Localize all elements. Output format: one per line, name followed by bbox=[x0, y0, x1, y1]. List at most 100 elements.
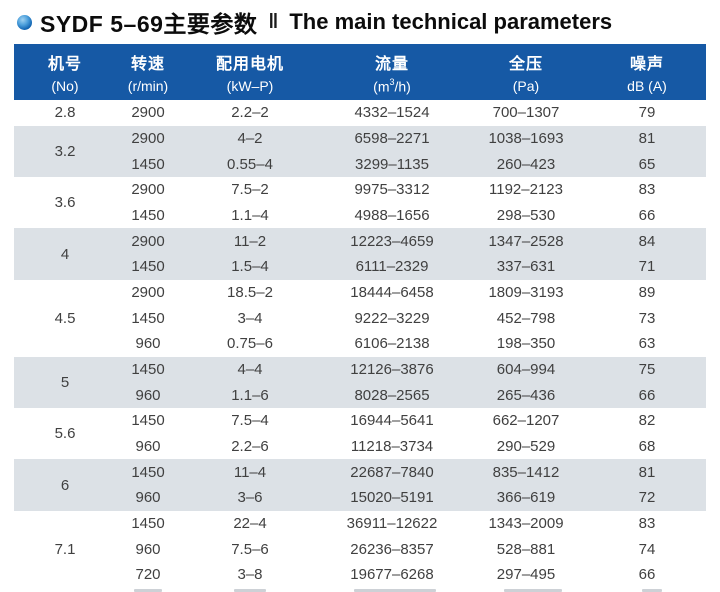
table-row: 960 3–6 15020–5191 366–619 72 bbox=[116, 485, 706, 511]
flow-cell: 6106–2138 bbox=[354, 335, 430, 353]
speed-cell: 960 bbox=[135, 335, 161, 353]
speed-cell: 2900 bbox=[131, 104, 165, 122]
motor-cell: 1.1–6 bbox=[231, 386, 269, 404]
clipped-next-row-fragment bbox=[14, 588, 706, 592]
speed-cell: 2900 bbox=[131, 130, 165, 147]
table-row: 2900 11–2 12223–4659 1347–2528 84 bbox=[116, 228, 706, 254]
flow-cell: 9975–3312 bbox=[354, 181, 430, 199]
motor-cell: 3–8 bbox=[237, 566, 263, 584]
table-row: 1450 1.5–4 6111–2329 337–631 71 bbox=[116, 254, 706, 280]
noise-cell: 66 bbox=[638, 386, 656, 404]
flow-cell: 9222–3229 bbox=[354, 309, 430, 327]
header-speed: 转速 (r/min) bbox=[127, 56, 169, 94]
pressure-cell: 290–529 bbox=[496, 438, 556, 456]
table-row: 960 2.2–6 11218–3734 290–529 68 bbox=[116, 434, 706, 460]
table-row: 1450 1.1–4 4988–1656 298–530 66 bbox=[116, 203, 706, 229]
motor-cell: 7.5–2 bbox=[231, 181, 269, 199]
flow-cell: 11218–3734 bbox=[350, 438, 434, 456]
noise-cell: 82 bbox=[638, 412, 656, 430]
flow-cell: 4332–1524 bbox=[354, 104, 430, 122]
noise-cell: 84 bbox=[638, 232, 656, 250]
table-row: 2900 7.5–2 9975–3312 1192–2123 83 bbox=[116, 177, 706, 203]
flow-cell: 8028–2565 bbox=[354, 386, 430, 404]
flow-cell: 12223–4659 bbox=[350, 232, 434, 250]
flow-cell: 36911–12622 bbox=[346, 515, 438, 533]
motor-cell: 11–4 bbox=[233, 463, 267, 481]
pressure-cell: 604–994 bbox=[496, 361, 556, 379]
speed-cell: 2900 bbox=[131, 284, 165, 302]
motor-cell: 1.5–4 bbox=[231, 258, 269, 276]
pressure-cell: 700–1307 bbox=[492, 104, 560, 122]
pressure-cell: 528–881 bbox=[496, 540, 556, 558]
noise-cell: 66 bbox=[638, 207, 656, 225]
pressure-cell: 297–495 bbox=[496, 566, 556, 584]
pressure-cell: 1343–2009 bbox=[488, 515, 564, 533]
flow-cell: 3299–1135 bbox=[355, 155, 429, 173]
motor-cell: 18.5–2 bbox=[227, 284, 273, 302]
motor-cell: 1.1–4 bbox=[231, 207, 269, 225]
table-row: 2900 2.2–2 4332–1524 700–1307 79 bbox=[116, 100, 706, 126]
model-no-cell: 6 bbox=[60, 476, 70, 494]
pressure-cell: 1192–2123 bbox=[489, 181, 563, 199]
table-group: 4 2900 11–2 12223–4659 1347–2528 84 1450 1.5–4 6… bbox=[14, 228, 706, 280]
speed-cell: 960 bbox=[135, 438, 161, 456]
noise-cell: 66 bbox=[638, 566, 656, 584]
noise-cell: 83 bbox=[638, 181, 656, 199]
speed-cell: 960 bbox=[135, 540, 161, 558]
parameters-table: 机号 (No) 转速 (r/min) 配用电机 (kW–P) 流量 (m3/h)… bbox=[14, 44, 706, 588]
model-no-cell: 4 bbox=[60, 245, 70, 263]
motor-cell: 7.5–6 bbox=[231, 540, 269, 558]
flow-cell: 4988–1656 bbox=[354, 207, 430, 225]
pressure-cell: 1809–3193 bbox=[488, 284, 564, 302]
table-group: 2.8 2900 2.2–2 4332–1524 700–1307 79 bbox=[14, 100, 706, 126]
table-row: 960 7.5–6 26236–8357 528–881 74 bbox=[116, 536, 706, 562]
header-motor: 配用电机 (kW–P) bbox=[215, 56, 284, 94]
speed-cell: 2900 bbox=[131, 232, 165, 250]
table-group: 4.5 2900 18.5–2 18444–6458 1809–3193 89 1450 3–… bbox=[14, 280, 706, 357]
title-divider: ‖ bbox=[268, 10, 279, 33]
motor-cell: 2.2–6 bbox=[231, 438, 269, 456]
speed-cell: 1450 bbox=[131, 361, 165, 379]
pressure-cell: 662–1207 bbox=[492, 412, 560, 430]
motor-cell: 22–4 bbox=[233, 515, 267, 533]
speed-cell: 1450 bbox=[131, 207, 165, 225]
speed-cell: 960 bbox=[135, 386, 161, 404]
model-no-cell: 5 bbox=[60, 373, 70, 391]
model-no-cell: 3.6 bbox=[54, 194, 76, 212]
motor-cell: 3–4 bbox=[237, 309, 263, 327]
motor-cell: 4–2 bbox=[237, 130, 263, 147]
table-row: 2900 4–2 6598–2271 1038–1693 81 bbox=[116, 126, 706, 152]
speed-cell: 2900 bbox=[131, 181, 165, 199]
flow-cell: 26236–8357 bbox=[350, 540, 434, 558]
noise-cell: 73 bbox=[638, 309, 656, 327]
motor-cell: 0.75–6 bbox=[227, 335, 273, 353]
table-row: 720 3–8 19677–6268 297–495 66 bbox=[116, 562, 706, 588]
pressure-cell: 452–798 bbox=[496, 309, 556, 327]
pressure-cell: 265–436 bbox=[496, 386, 556, 404]
model-no-cell: 4.5 bbox=[54, 309, 76, 327]
title-chinese: SYDF 5–69主要参数 bbox=[40, 11, 258, 37]
header-flow: 流量 (m3/h) bbox=[373, 55, 411, 95]
table-body: 2.8 2900 2.2–2 4332–1524 700–1307 79 3.2 2900 4–… bbox=[14, 100, 706, 588]
noise-cell: 72 bbox=[638, 489, 656, 507]
table-row: 960 1.1–6 8028–2565 265–436 66 bbox=[116, 382, 706, 408]
pressure-cell: 198–350 bbox=[496, 335, 556, 353]
pressure-cell: 260–423 bbox=[496, 155, 556, 173]
table-row: 1450 11–4 22687–7840 835–1412 81 bbox=[116, 459, 706, 485]
noise-cell: 83 bbox=[638, 515, 656, 533]
speed-cell: 1450 bbox=[131, 412, 165, 430]
pressure-cell: 337–631 bbox=[496, 258, 556, 276]
model-no-cell: 5.6 bbox=[54, 425, 76, 443]
flow-cell: 6598–2271 bbox=[354, 130, 430, 147]
header-noise: 噪声 dB (A) bbox=[627, 56, 667, 94]
table-row: 960 0.75–6 6106–2138 198–350 63 bbox=[116, 331, 706, 357]
noise-cell: 81 bbox=[638, 463, 656, 481]
noise-cell: 75 bbox=[638, 361, 656, 379]
speed-cell: 1450 bbox=[131, 463, 165, 481]
table-row: 1450 22–4 36911–12622 1343–2009 83 bbox=[116, 511, 706, 537]
model-no-cell: 3.2 bbox=[54, 142, 76, 160]
motor-cell: 11–2 bbox=[233, 232, 267, 250]
motor-cell: 4–4 bbox=[237, 361, 263, 379]
speed-cell: 1450 bbox=[131, 258, 165, 276]
model-no-cell: 2.8 bbox=[54, 104, 76, 122]
